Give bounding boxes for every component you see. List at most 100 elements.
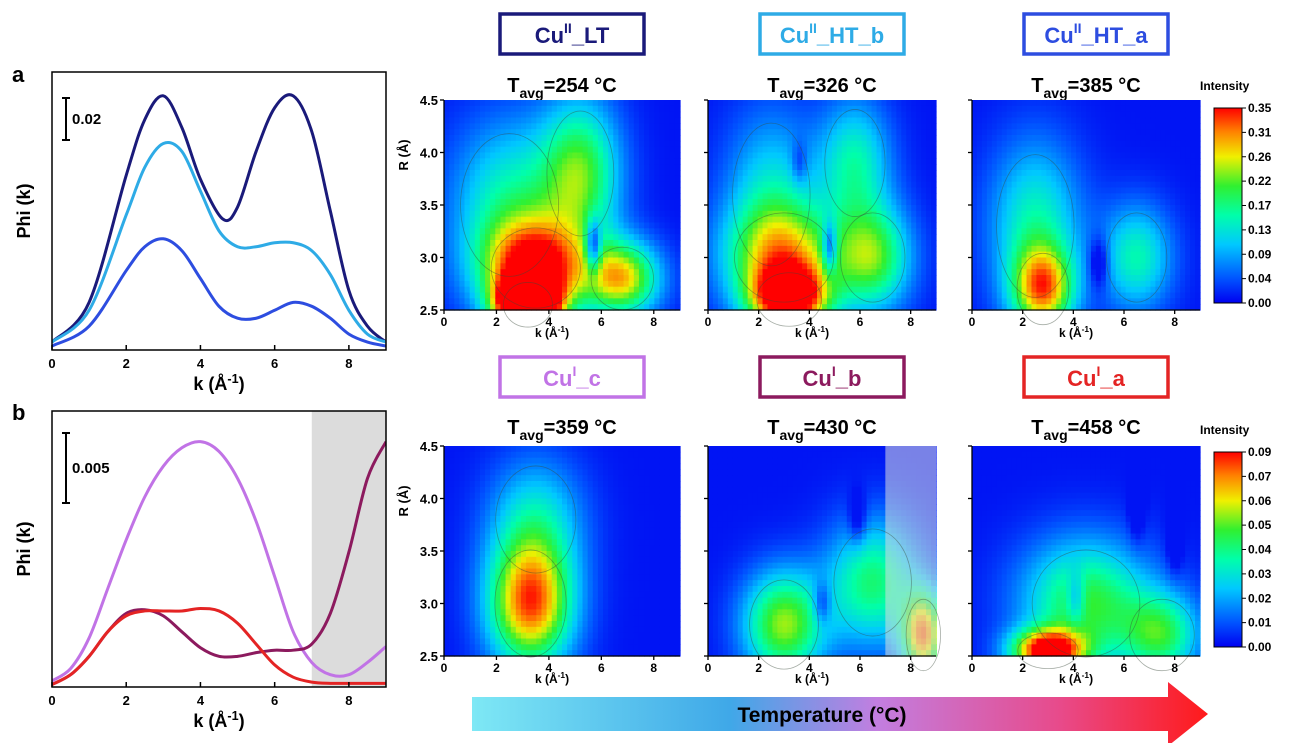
x-tick-label: 6 <box>857 661 864 675</box>
y-tick-label: 2.5 <box>420 303 438 318</box>
series-line-0 <box>52 93 386 344</box>
contour-line <box>732 122 811 267</box>
colorbar-tick-label: 0.22 <box>1248 174 1272 188</box>
y-tick-label: 4.0 <box>420 146 438 161</box>
x-tick-label: 0 <box>441 315 448 329</box>
x-tick-label: 4 <box>197 693 205 708</box>
contour-line <box>824 109 886 217</box>
colorbar-tick-label: 0.26 <box>1248 150 1272 164</box>
contour-map-c1: CuII_LT Tavg=254 °C 0 2 4 6 8 k (Å-1) 2.5 3.0 3.5 4… <box>396 12 681 340</box>
tavg-label: Tavg=254 °C <box>507 75 616 101</box>
x-axis-label: k (Å-1) <box>193 709 244 731</box>
series-line-2 <box>52 237 386 348</box>
x-tick-label: 4 <box>1070 661 1077 675</box>
colorbar-title: Intensity <box>1200 79 1250 93</box>
contour-line <box>756 272 822 327</box>
series-label-box <box>758 12 906 56</box>
contour-line <box>495 465 577 574</box>
contour-line <box>833 528 912 637</box>
x-tick-label: 8 <box>1171 661 1178 675</box>
series-label-box <box>498 355 646 399</box>
contour-line <box>1129 598 1195 672</box>
colorbar-tick-label: 0.05 <box>1248 518 1272 532</box>
contour-maps: CuII_LT Tavg=254 °C 0 2 4 6 8 k (Å-1) 2.5 3.0 3.5 4… <box>396 12 1201 686</box>
contour-line <box>502 282 553 328</box>
contour-line <box>1106 212 1168 303</box>
x-axis-label: k (Å-1) <box>795 670 829 686</box>
x-tick-label: 4 <box>197 356 205 371</box>
x-tick-label: 2 <box>755 661 762 675</box>
x-tick-label: 8 <box>345 356 352 371</box>
series-label-box <box>1022 12 1170 56</box>
x-tick-label: 0 <box>969 315 976 329</box>
colorbar-tick-label: 0.31 <box>1248 125 1272 139</box>
colorbar-tick-label: 0.03 <box>1248 567 1272 581</box>
x-tick-label: 6 <box>271 356 278 371</box>
y-tick-label: 3.5 <box>420 198 438 213</box>
plot-frame <box>51 410 387 688</box>
heatmap-cells <box>444 100 681 311</box>
x-tick-label: 8 <box>650 661 657 675</box>
line-chart-b: 0 2 4 6 8 k (Å-1) Phi (k) 0.005 <box>14 410 387 731</box>
colorbar-tick-label: 0.07 <box>1248 469 1272 483</box>
x-tick-label: 6 <box>1121 315 1128 329</box>
contour-line <box>734 212 834 303</box>
x-tick-label: 6 <box>271 693 278 708</box>
x-axis-label: k (Å-1) <box>1059 670 1093 686</box>
heatmap-cells <box>972 446 1201 657</box>
x-axis-label: k (Å-1) <box>1059 324 1093 340</box>
x-axis-label: k (Å-1) <box>193 372 244 394</box>
contour-line <box>839 212 906 303</box>
tavg-label: Tavg=458 °C <box>1031 417 1140 443</box>
colorbar-tick-label: 0.06 <box>1248 494 1272 508</box>
series-label: CuII_HT_a <box>1044 20 1148 48</box>
contour-line <box>1031 549 1141 658</box>
x-tick-label: 8 <box>1171 315 1178 329</box>
colorbar-gradient <box>1213 107 1243 304</box>
scale-bar-label: 0.02 <box>72 111 101 128</box>
y-tick-label: 4.5 <box>420 439 438 454</box>
contour-line <box>749 579 819 670</box>
x-tick-label: 4 <box>1070 315 1077 329</box>
contour-map-c2: CuII_HT_b Tavg=326 °C 0 2 4 6 8 k (Å-1) <box>704 12 937 340</box>
colorbar-tick-label: 0.09 <box>1248 247 1272 261</box>
x-tick-label: 0 <box>705 315 712 329</box>
colorbar-tick-label: 0.02 <box>1248 591 1272 605</box>
y-axis-label: R (Å) <box>396 485 411 516</box>
x-tick-label: 4 <box>546 315 553 329</box>
x-tick-label: 2 <box>1019 661 1026 675</box>
x-tick-label: 2 <box>493 315 500 329</box>
x-axis-label: k (Å-1) <box>535 670 569 686</box>
y-tick-label: 4.5 <box>420 93 438 108</box>
line-chart-a: 0 2 4 6 8 k (Å-1) Phi (k) 0.02 <box>14 71 387 394</box>
x-tick-label: 6 <box>1121 661 1128 675</box>
colorbar-tick-label: 0.00 <box>1248 640 1272 654</box>
x-tick-label: 4 <box>546 661 553 675</box>
contour-line <box>460 133 559 277</box>
x-tick-label: 6 <box>857 315 864 329</box>
colorbars: Intensity 0.35 0.31 0.26 0.22 0.17 0.13 0.09 0.0… <box>1200 79 1272 654</box>
tavg-label: Tavg=430 °C <box>767 417 876 443</box>
x-tick-label: 0 <box>441 661 448 675</box>
heatmap-cells <box>708 100 937 311</box>
series-label: CuII_HT_b <box>780 20 884 48</box>
x-tick-label: 4 <box>806 661 813 675</box>
colorbar-tick-label: 0.17 <box>1248 199 1272 213</box>
scale-bar-label: 0.005 <box>72 460 110 477</box>
series-label: CuI_a <box>1067 363 1125 391</box>
series-label-box <box>758 355 906 399</box>
series-label-box <box>1022 355 1170 399</box>
tavg-label: Tavg=359 °C <box>507 417 616 443</box>
series-label: CuI_b <box>803 363 862 391</box>
series-label: CuII_LT <box>535 20 610 48</box>
colorbar-0: Intensity 0.35 0.31 0.26 0.22 0.17 0.13 0.09 0.0… <box>1200 79 1272 310</box>
y-axis-label: R (Å) <box>396 139 411 170</box>
x-tick-label: 8 <box>907 315 914 329</box>
shaded-region <box>885 446 936 656</box>
x-tick-label: 2 <box>123 356 130 371</box>
x-axis-label: k (Å-1) <box>795 324 829 340</box>
panel-letter-b: b <box>12 400 25 425</box>
colorbar-tick-label: 0.00 <box>1248 296 1272 310</box>
y-axis-label: Phi (k) <box>14 521 34 576</box>
